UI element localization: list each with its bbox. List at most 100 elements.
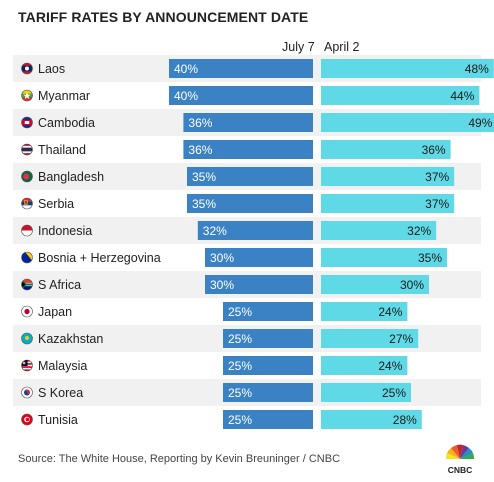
bangladesh-flag-icon	[21, 171, 33, 182]
chart-row: S Korea 25% 25%	[13, 379, 481, 406]
april2-value-label: 24%	[378, 305, 402, 319]
chart-row: Kazakhstan 25% 27%	[13, 325, 481, 352]
july7-bar	[223, 356, 313, 375]
april2-bar	[321, 356, 408, 375]
category-label: Serbia	[38, 197, 74, 211]
april2-value-label: 44%	[450, 89, 474, 103]
july7-value-label: 25%	[228, 359, 252, 373]
july7-bar	[223, 383, 313, 402]
chart-row: Japan 25% 24%	[21, 302, 408, 321]
july7-value-label: 30%	[210, 278, 234, 292]
july7-bar	[223, 329, 313, 348]
april2-bar	[321, 140, 451, 159]
chart-row: Indonesia 32% 32%	[13, 217, 481, 244]
july7-value-label: 25%	[228, 413, 252, 427]
april2-bar	[321, 194, 455, 213]
july7-value-label: 35%	[192, 170, 216, 184]
april2-bar	[321, 113, 494, 132]
category-label: Thailand	[38, 143, 86, 157]
myanmar-flag-icon	[21, 90, 33, 101]
category-label: Laos	[38, 62, 65, 76]
malaysia-flag-icon	[21, 360, 33, 371]
july7-bar	[169, 59, 313, 78]
chart-row: Thailand 36% 36%	[21, 140, 451, 159]
april2-bar	[321, 329, 419, 348]
july7-value-label: 30%	[210, 251, 234, 265]
chart-row: S Africa 30% 30%	[13, 271, 481, 298]
july7-value-label: 25%	[228, 305, 252, 319]
laos-flag-icon	[21, 63, 33, 74]
source-note: Source: The White House, Reporting by Ke…	[18, 453, 341, 465]
april2-bar	[321, 86, 480, 105]
april2-bar	[321, 221, 437, 240]
chart-row: Serbia 35% 37%	[21, 194, 455, 213]
chart-row: Bangladesh 35% 37%	[13, 163, 481, 190]
japan-flag-icon	[21, 306, 33, 317]
south-africa-flag-icon	[21, 279, 33, 290]
april2-value-label: 37%	[425, 197, 449, 211]
july7-value-label: 36%	[188, 143, 212, 157]
tariff-bar-chart: Laos 40% 48% Myanmar 40% 44% Cambodia 36% 49% Tha…	[13, 55, 494, 429]
cnbc-logo: CNBC	[445, 444, 475, 475]
chart-title: TARIFF RATES BY ANNOUNCEMENT DATE	[18, 9, 309, 25]
april2-value-label: 36%	[422, 143, 446, 157]
april2-bar	[321, 275, 429, 294]
category-label: Malaysia	[38, 359, 87, 373]
bosnia-flag-icon	[21, 252, 33, 263]
category-label: Kazakhstan	[38, 332, 103, 346]
april2-value-label: 49%	[468, 116, 492, 130]
april2-value-label: 30%	[400, 278, 424, 292]
indonesia-flag-icon	[21, 225, 33, 236]
july7-value-label: 32%	[203, 224, 227, 238]
cnbc-logo-text: CNBC	[448, 465, 473, 475]
tunisia-flag-icon	[21, 414, 33, 425]
july7-bar	[187, 194, 313, 213]
april2-bar	[321, 59, 494, 78]
chart-row: Malaysia 25% 24%	[21, 356, 408, 375]
july7-bar	[205, 248, 313, 267]
july7-value-label: 25%	[228, 332, 252, 346]
july7-value-label: 36%	[188, 116, 212, 130]
april2-value-label: 27%	[389, 332, 413, 346]
july7-bar	[205, 275, 313, 294]
chart-row: Bosnia + Herzegovina 30% 35%	[21, 248, 447, 267]
july7-value-label: 35%	[192, 197, 216, 211]
july7-value-label: 25%	[228, 386, 252, 400]
april2-value-label: 35%	[418, 251, 442, 265]
cambodia-flag-icon	[21, 117, 33, 128]
april2-value-label: 48%	[465, 62, 489, 76]
april2-value-label: 37%	[425, 170, 449, 184]
july7-column-header: July 7	[282, 40, 315, 54]
chart-row: Myanmar 40% 44%	[21, 86, 480, 105]
july7-bar	[223, 410, 313, 429]
kazakhstan-flag-icon	[21, 333, 33, 344]
chart-row: Laos 40% 48%	[13, 55, 494, 82]
april2-value-label: 32%	[407, 224, 431, 238]
july7-bar	[183, 140, 313, 159]
serbia-flag-icon	[21, 198, 33, 209]
july7-bar	[169, 86, 313, 105]
july7-bar	[183, 113, 313, 132]
chart-row: Tunisia 25% 28%	[21, 410, 422, 429]
april2-column-header: April 2	[324, 40, 360, 54]
april2-bar	[321, 248, 447, 267]
april2-bar	[321, 383, 411, 402]
category-label: Tunisia	[38, 413, 78, 427]
category-label: S Korea	[38, 386, 83, 400]
april2-bar	[321, 167, 455, 186]
april2-value-label: 24%	[378, 359, 402, 373]
category-label: S Africa	[38, 278, 81, 292]
april2-bar	[321, 410, 422, 429]
category-label: Bangladesh	[38, 170, 104, 184]
thailand-flag-icon	[21, 144, 33, 155]
july7-bar	[197, 221, 313, 240]
category-label: Bosnia + Herzegovina	[38, 251, 161, 265]
july7-value-label: 40%	[174, 62, 198, 76]
south-korea-flag-icon	[21, 387, 33, 398]
chart-row: Cambodia 36% 49%	[13, 109, 494, 136]
category-label: Japan	[38, 305, 72, 319]
july7-bar	[223, 302, 313, 321]
july7-bar	[187, 167, 313, 186]
april2-bar	[321, 302, 408, 321]
april2-value-label: 25%	[382, 386, 406, 400]
